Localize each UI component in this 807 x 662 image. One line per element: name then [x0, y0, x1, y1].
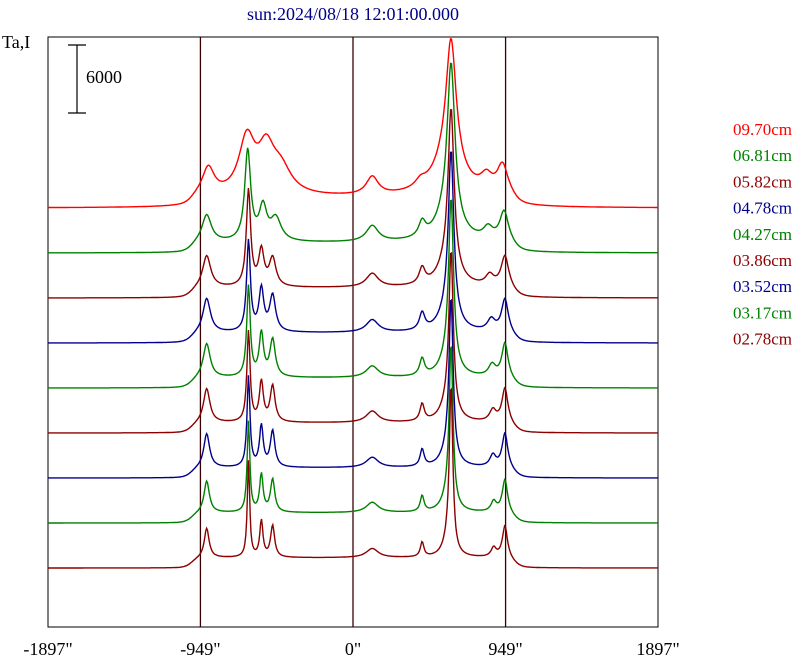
- x-tick-label: -1897": [23, 639, 72, 659]
- x-tick-label: 949": [488, 639, 522, 659]
- series-line-06.81cm: [48, 62, 658, 254]
- series-line-03.17cm: [48, 345, 658, 524]
- legend: 09.70cm 06.81cm 05.82cm 04.78cm 04.27cm 03.86…: [733, 120, 792, 349]
- scale-bar-label: 6000: [86, 67, 122, 87]
- series-line-04.27cm: [48, 199, 658, 389]
- series-line-05.82cm: [48, 109, 658, 299]
- x-tick-label: 1897": [636, 639, 679, 659]
- legend-entry: 05.82cm: [733, 172, 792, 191]
- series-line-04.78cm: [48, 151, 658, 344]
- legend-entry: 03.52cm: [733, 277, 792, 296]
- series-line-02.78cm: [48, 387, 658, 569]
- series-lines: [48, 37, 658, 569]
- legend-entry: 09.70cm: [733, 120, 792, 139]
- x-tick-label: -949": [180, 639, 220, 659]
- series-line-09.70cm: [48, 37, 658, 209]
- x-tick-label: 0": [345, 639, 361, 659]
- legend-entry: 03.17cm: [733, 303, 792, 322]
- chart-title: sun:2024/08/18 12:01:00.000: [247, 4, 459, 24]
- legend-entry: 04.27cm: [733, 225, 792, 244]
- legend-entry: 02.78cm: [733, 330, 792, 349]
- series-line-03.52cm: [48, 298, 658, 479]
- series-line-03.86cm: [48, 251, 658, 434]
- scale-bar: 6000: [68, 44, 122, 114]
- legend-entry: 03.86cm: [733, 251, 792, 270]
- y-axis-label: Ta,I: [2, 32, 30, 52]
- x-tick-labels: -1897" -949" 0" 949" 1897": [23, 639, 679, 659]
- legend-entry: 04.78cm: [733, 199, 792, 218]
- legend-entry: 06.81cm: [733, 146, 792, 165]
